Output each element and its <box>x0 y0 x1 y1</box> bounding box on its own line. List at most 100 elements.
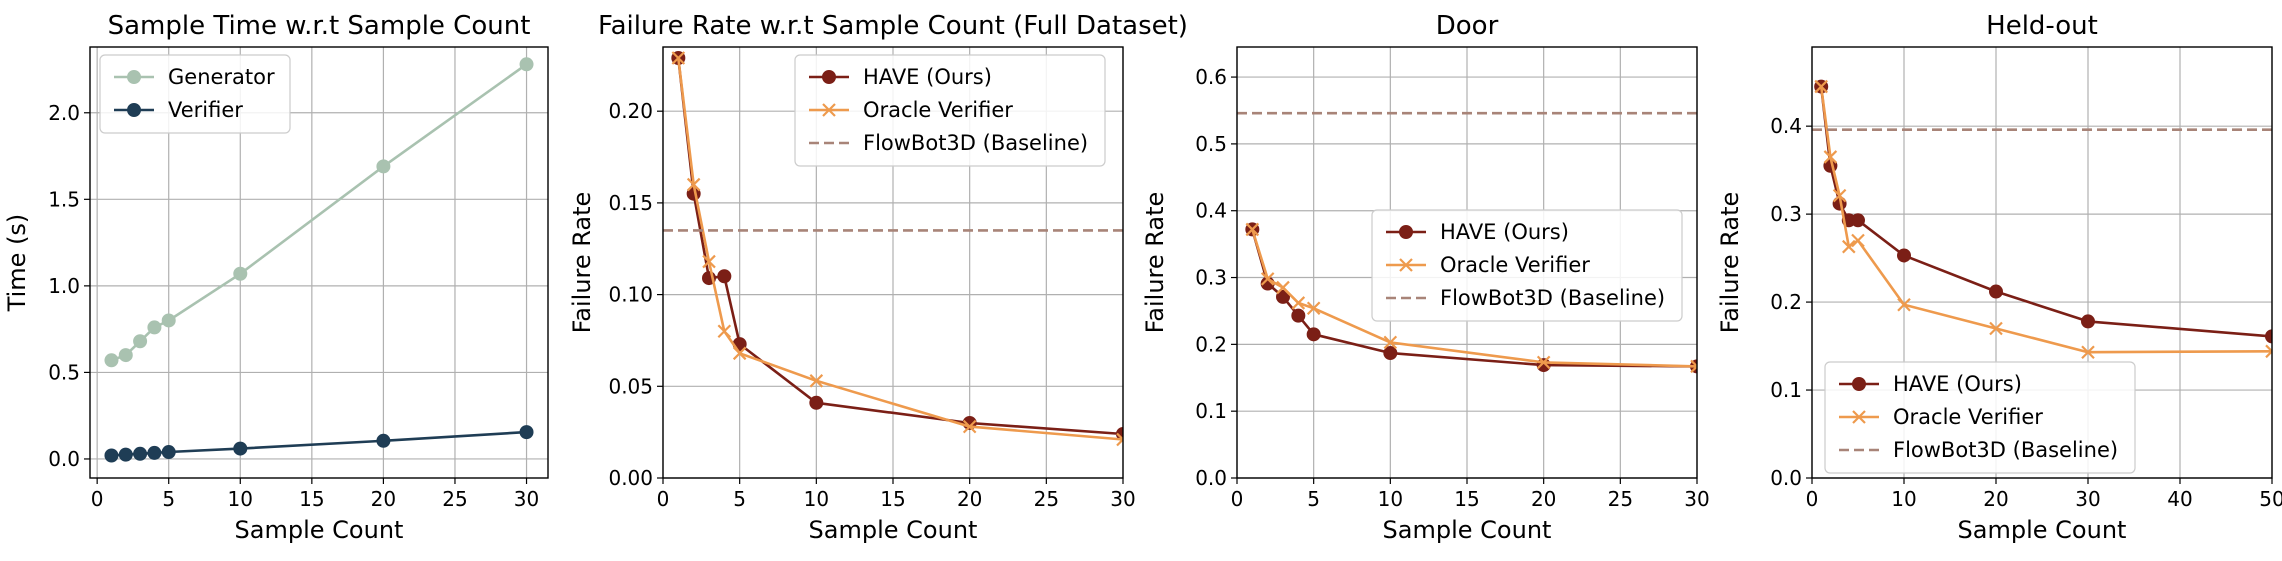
x-tick-label: 20 <box>1531 487 1556 511</box>
x-tick-label: 25 <box>1608 487 1633 511</box>
legend-label: FlowBot3D (Baseline) <box>1440 286 1665 310</box>
data-point <box>118 447 133 462</box>
data-point <box>133 334 148 349</box>
data-point <box>1306 327 1321 342</box>
data-point <box>2265 344 2272 359</box>
legend-box <box>794 54 1106 167</box>
x-tick-label: 10 <box>804 487 829 511</box>
x-tick-label: 15 <box>880 487 905 511</box>
series-line <box>1819 86 2272 338</box>
data-point <box>671 51 686 65</box>
chart-title: Sample Time w.r.t Sample Count <box>108 11 531 41</box>
series-generator <box>104 57 534 368</box>
series-oracle-verifier <box>1814 79 2272 359</box>
legend-label: Oracle Verifier <box>1893 405 2043 429</box>
legend-box <box>1371 209 1683 322</box>
x-axis-label: Sample Count <box>1383 516 1552 544</box>
data-point <box>717 324 732 339</box>
x-tick-label: 10 <box>228 487 253 511</box>
series-have-ours- <box>1814 79 2272 344</box>
data-point <box>1260 272 1275 286</box>
series-have-ours- <box>1245 222 1697 374</box>
x-tick-label: 0 <box>1806 487 1819 511</box>
y-axis-label: Failure Rate <box>1141 192 1169 334</box>
y-tick-label: 0.20 <box>608 99 653 123</box>
x-tick-label: 0 <box>91 487 104 511</box>
legend-marker <box>1852 410 1866 424</box>
data-point <box>1291 296 1306 310</box>
series-oracle-verifier <box>1245 222 1697 374</box>
data-point <box>1842 239 1856 254</box>
y-tick-label: 0.1 <box>1195 399 1227 423</box>
data-point <box>1823 150 1838 164</box>
y-tick-label: 0.2 <box>1195 332 1227 356</box>
y-axis-label: Time (s) <box>3 214 31 313</box>
y-tick-label: 0.6 <box>1195 65 1227 89</box>
legend-marker <box>822 70 836 84</box>
data-point <box>732 346 747 361</box>
legend-label: HAVE (Ours) <box>1440 220 1569 244</box>
data-point <box>809 395 824 410</box>
y-tick-label: 0.10 <box>608 283 653 307</box>
x-tick-label: 20 <box>1983 487 2008 511</box>
data-point <box>1989 321 2003 336</box>
x-tick-label: 5 <box>733 487 746 511</box>
y-tick-label: 0.3 <box>1195 266 1227 290</box>
data-point <box>376 433 391 448</box>
data-point <box>1851 233 1865 248</box>
data-point <box>2081 345 2095 359</box>
y-tick-label: 0.00 <box>608 466 653 490</box>
data-point <box>2265 329 2272 344</box>
legend-marker <box>1852 377 1866 391</box>
y-tick-label: 0.05 <box>608 374 653 398</box>
data-point <box>133 446 148 461</box>
data-point <box>962 419 977 434</box>
data-point <box>686 177 701 192</box>
data-point <box>717 269 732 284</box>
x-tick-label: 30 <box>2075 487 2100 511</box>
legend: Generator Verifier <box>99 54 291 134</box>
legend-box <box>1824 361 2136 474</box>
y-tick-label: 1.0 <box>48 274 80 298</box>
y-tick-label: 0.4 <box>1195 199 1227 223</box>
data-point <box>519 425 534 440</box>
data-point <box>519 57 534 72</box>
data-point <box>1245 222 1260 237</box>
series-line <box>677 57 1123 441</box>
data-point <box>1306 301 1321 316</box>
chart-door: 0 5 10 15 20 25 30 0.0 0.1 0.2 0.3 0.4 0.5 0.6 Door Sam… <box>1141 11 1710 544</box>
legend-label: FlowBot3D (Baseline) <box>1893 438 2118 462</box>
data-point <box>233 441 248 456</box>
x-tick-label: 25 <box>1034 487 1059 511</box>
legend-label: HAVE (Ours) <box>863 65 992 89</box>
x-tick-label: 5 <box>1307 487 1320 511</box>
x-axis-label: Sample Count <box>1958 516 2127 544</box>
x-tick-label: 0 <box>1231 487 1244 511</box>
legend-box <box>99 54 291 134</box>
data-point <box>1814 79 1828 94</box>
y-tick-label: 0.0 <box>48 447 80 471</box>
legend-label: Generator <box>168 65 275 89</box>
data-point <box>118 348 133 363</box>
data-point <box>376 159 391 174</box>
x-tick-label: 10 <box>1891 487 1916 511</box>
axes-frame <box>89 46 549 479</box>
data-point <box>147 320 162 335</box>
legend: HAVE (Ours) Oracle Verifier FlowBot3D (Bas… <box>1371 209 1683 322</box>
chart-sample-time: 0 5 10 15 20 25 30 0.0 0.5 1.0 1.5 2.0 Sample Time w… <box>3 11 549 544</box>
y-tick-label: 0.1 <box>1770 378 1802 402</box>
y-tick-label: 0.3 <box>1770 202 1802 226</box>
axes-frame <box>1811 46 2273 479</box>
data-point <box>1851 213 1865 228</box>
data-point <box>161 445 176 460</box>
axes-frame <box>1236 46 1698 479</box>
legend-label: Verifier <box>168 98 243 122</box>
data-point <box>1383 335 1398 350</box>
x-tick-label: 30 <box>1684 487 1709 511</box>
x-tick-label: 25 <box>442 487 467 511</box>
data-point <box>1383 346 1398 361</box>
data-point <box>1690 359 1697 374</box>
x-tick-label: 30 <box>1110 487 1135 511</box>
